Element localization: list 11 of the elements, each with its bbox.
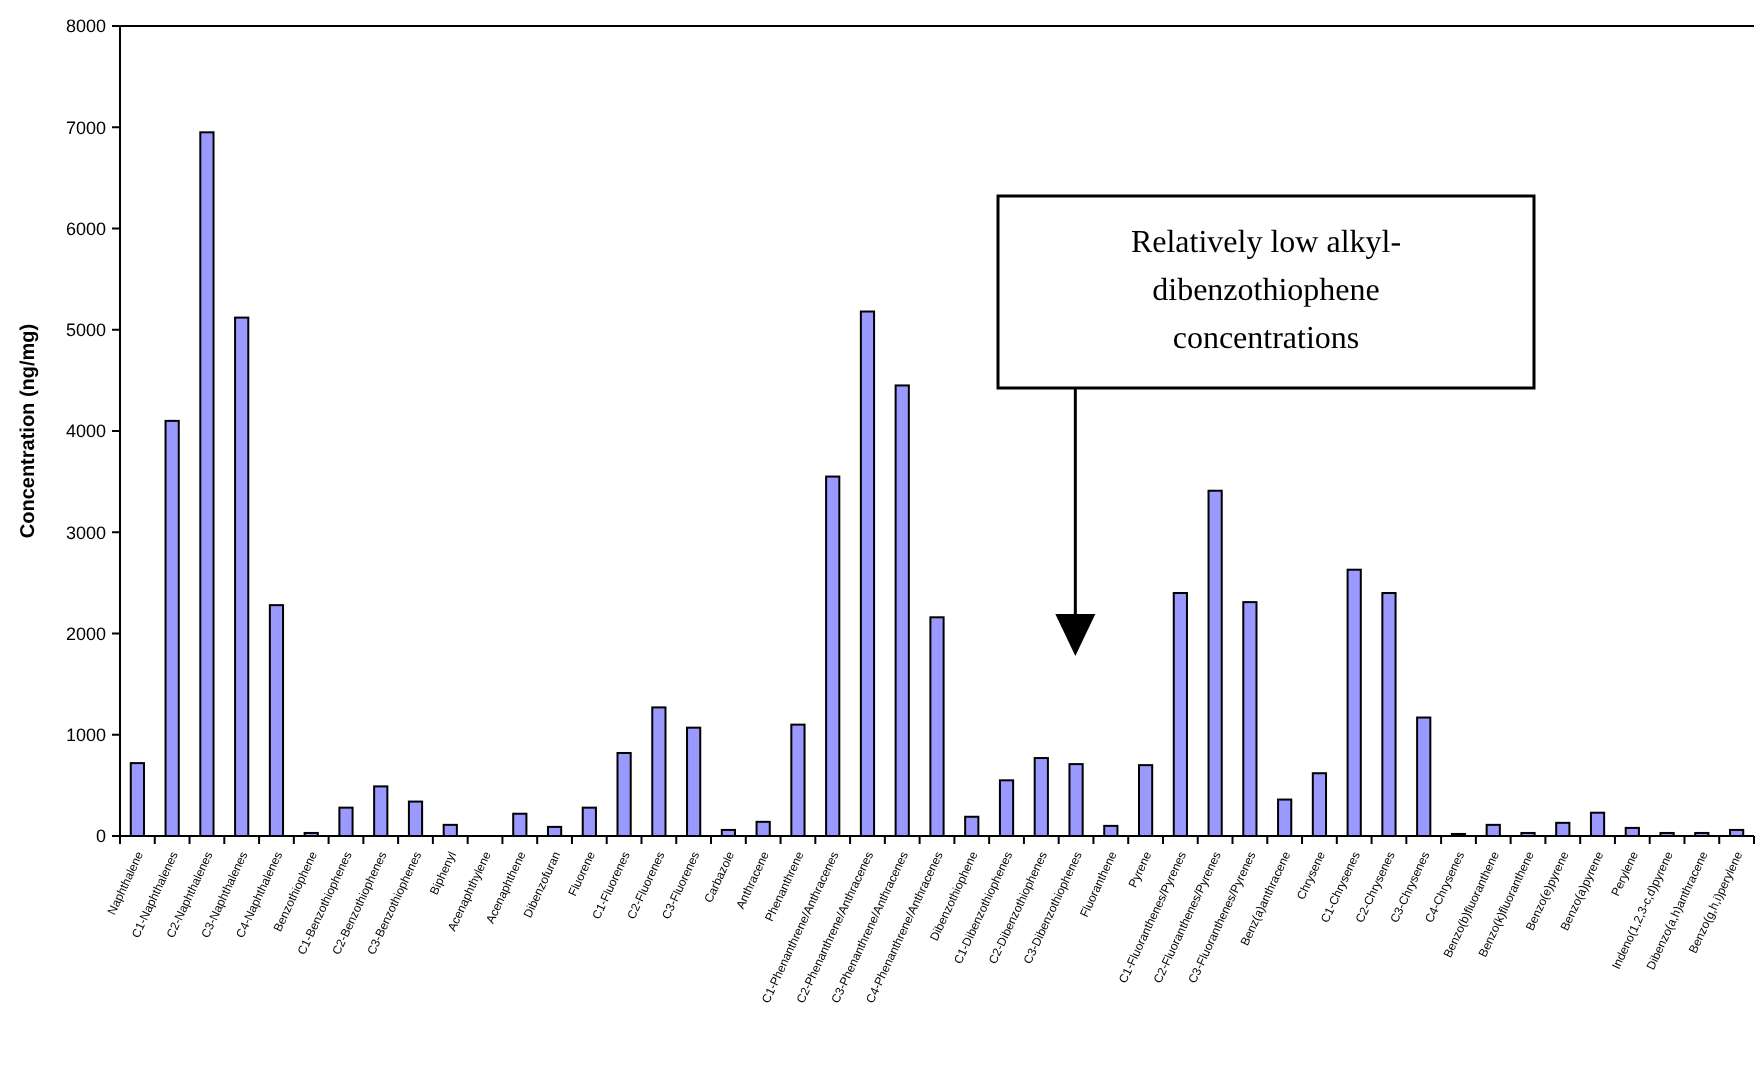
y-tick-label: 8000 [65,16,106,37]
y-tick-label: 2000 [65,623,106,644]
y-tick-label: 0 [95,826,106,847]
y-tick-label: 6000 [65,218,106,239]
annotation: Relatively low alkyl-dibenzothiophene concentrations [1128,224,1404,360]
y-axis-title: Concentration (ng/mg) [18,323,40,539]
y-tick-label: 3000 [65,522,106,543]
y-tick-label: 1000 [65,725,106,746]
y-tick-label: 5000 [65,320,106,341]
y-tick-label: 4000 [65,421,106,442]
y-tick-label: 7000 [65,117,106,138]
